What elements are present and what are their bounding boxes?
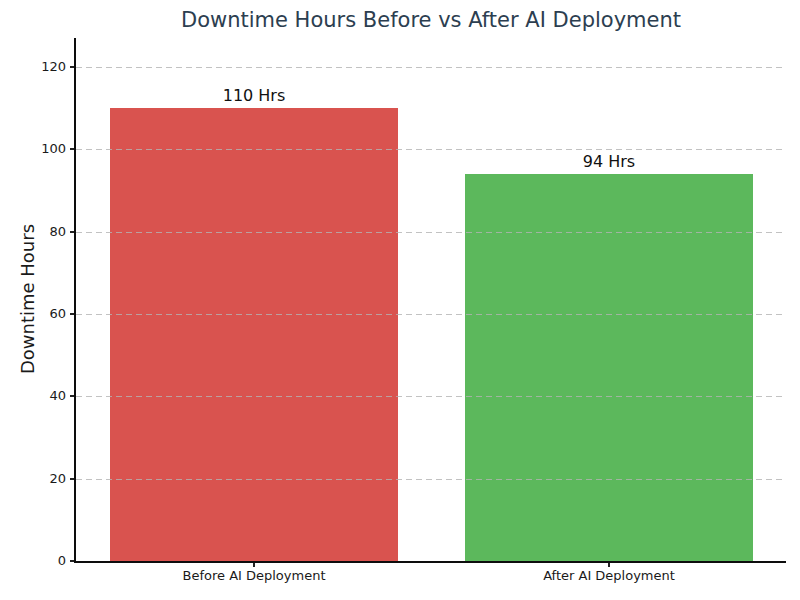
x-axis-spine (74, 561, 786, 563)
bar-value-label: 94 Hrs (583, 152, 635, 171)
y-axis-label: Downtime Hours (17, 224, 38, 374)
y-gridline (76, 479, 786, 480)
y-tick-label: 60 (20, 306, 66, 321)
y-gridline (76, 396, 786, 397)
y-gridline (76, 314, 786, 315)
y-tick-label: 100 (20, 141, 66, 156)
y-gridline (76, 67, 786, 68)
y-tick-label: 0 (20, 553, 66, 568)
y-tick-label: 120 (20, 59, 66, 74)
chart-figure: Downtime Hours Before vs After AI Deploy… (0, 0, 800, 600)
plot-area: 110 Hrs 94 Hrs (76, 38, 786, 561)
chart-title: Downtime Hours Before vs After AI Deploy… (181, 8, 681, 32)
y-tick-label: 20 (20, 471, 66, 486)
y-gridline (76, 149, 786, 150)
bar-value-label: 110 Hrs (223, 86, 286, 105)
y-tick-label: 40 (20, 388, 66, 403)
bar (110, 108, 398, 561)
y-axis-spine (74, 38, 76, 563)
y-tick-label: 80 (20, 224, 66, 239)
x-tick-label: After AI Deployment (543, 568, 675, 583)
y-gridline (76, 232, 786, 233)
x-tick-label: Before AI Deployment (182, 568, 325, 583)
